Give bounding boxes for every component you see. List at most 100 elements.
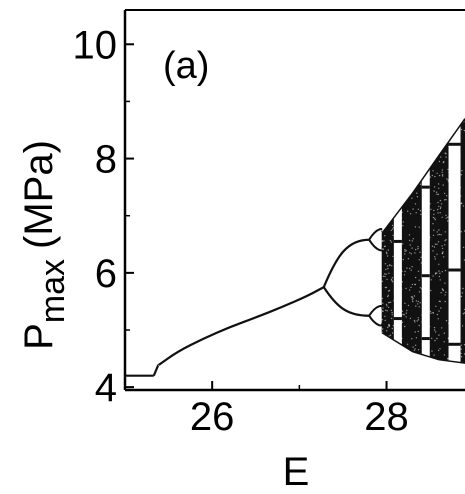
chaos-speckle (436, 231, 438, 233)
chaos-speckle (404, 250, 406, 252)
chaos-speckle (416, 196, 419, 198)
chaos-speckle (433, 213, 435, 215)
chaos-speckle (402, 313, 404, 316)
chaos-speckle (420, 262, 423, 264)
chaos-speckle (441, 252, 444, 255)
chaos-speckle (406, 343, 409, 345)
chaos-speckle (417, 330, 419, 333)
chaos-speckle (417, 300, 419, 303)
chaos-speckle (414, 321, 416, 323)
chaos-speckle (387, 249, 390, 251)
chaos-speckle (389, 264, 391, 266)
chaos-speckle (415, 300, 418, 302)
chaos-speckle (419, 251, 421, 253)
chaos-speckle (414, 283, 416, 286)
chaos-speckle (441, 174, 444, 176)
chaos-speckle (460, 352, 462, 355)
chaos-speckle (447, 216, 449, 218)
chaos-speckle (432, 170, 434, 172)
chaos-speckle (390, 241, 393, 243)
chaos-speckle (414, 348, 416, 350)
chaos-speckle (460, 231, 462, 233)
chaos-speckle (386, 330, 388, 332)
chaos-speckle (381, 319, 383, 321)
chaos-speckle (417, 270, 420, 272)
chaos-speckle (434, 256, 436, 258)
chaos-speckle (386, 255, 389, 257)
chaos-speckle (439, 212, 441, 214)
chaos-speckle (414, 203, 417, 205)
chaos-speckle (435, 305, 437, 307)
chaos-speckle (438, 174, 441, 177)
chaos-speckle (438, 205, 440, 208)
chaos-speckle (460, 356, 463, 358)
chaos-speckle (434, 258, 436, 260)
chaos-speckle (432, 275, 434, 277)
chaos-speckle (440, 234, 442, 236)
chaos-speckle (447, 179, 449, 181)
chaos-speckle (443, 192, 446, 195)
chaos-speckle (389, 239, 392, 242)
chaos-speckle (411, 299, 414, 301)
chaos-speckle (402, 221, 404, 223)
chaos-speckle (392, 281, 394, 283)
y-axis-label-group: Pmax (MPa) (17, 140, 72, 350)
chaos-speckle (444, 152, 446, 154)
chaos-speckle (442, 184, 444, 186)
chaos-speckle (390, 301, 392, 303)
chaos-speckle (382, 307, 384, 309)
chaos-speckle (389, 334, 392, 336)
chaos-speckle (441, 247, 444, 250)
chaos-speckle (432, 312, 434, 314)
chaos-speckle (415, 212, 417, 214)
period1-jump-line (152, 364, 160, 377)
chaos-speckle (447, 358, 449, 360)
x-tick-label: 26 (190, 395, 235, 439)
chaos-speckle (436, 337, 438, 340)
chaos-speckle (460, 128, 463, 131)
chaos-speckle (430, 208, 432, 211)
chaos-speckle (385, 251, 388, 253)
chaos-speckle (442, 289, 444, 292)
chaos-speckle (420, 213, 422, 216)
chaos-speckle (405, 312, 407, 314)
chaos-speckle (384, 315, 386, 318)
chaos-speckle (442, 251, 444, 253)
chaos-speckle (441, 175, 444, 177)
chaos-speckle (430, 289, 432, 292)
chaos-speckle (436, 208, 439, 211)
chaos-speckle (412, 208, 414, 210)
chaos-speckle (391, 332, 394, 334)
chaos-speckle (413, 319, 416, 322)
chaos-speckle (436, 253, 438, 255)
chaos-speckle (445, 156, 447, 158)
chaos-speckle (433, 246, 436, 248)
chaos-speckle (433, 354, 435, 356)
chaos-speckle (461, 325, 464, 327)
chaos-speckle (430, 279, 432, 281)
chaos-speckle (410, 286, 412, 288)
chaos-speckle (387, 294, 389, 296)
chaos-speckle (439, 300, 441, 303)
chaos-speckle (445, 199, 447, 201)
chaos-speckle (391, 265, 393, 267)
chaos-speckle (390, 317, 393, 320)
chaos-speckle (403, 274, 406, 276)
chaos-speckle (435, 191, 438, 193)
chaos-speckle (441, 216, 443, 218)
chaos-speckle (411, 197, 413, 199)
chaos-speckle (415, 337, 418, 339)
chaos-speckle (381, 280, 384, 282)
y-axis-label-main: P (17, 323, 61, 350)
chaos-speckle (404, 302, 406, 304)
chaos-speckle (404, 270, 406, 273)
chaos-speckle (444, 300, 446, 303)
chaos-speckle (462, 205, 465, 207)
chaos-speckle (444, 231, 446, 233)
chaos-speckle (439, 348, 441, 350)
chaos-speckle (461, 292, 463, 294)
chaos-speckle (462, 287, 464, 290)
chaos-speckle (413, 349, 416, 351)
chaos-speckle (381, 297, 384, 300)
